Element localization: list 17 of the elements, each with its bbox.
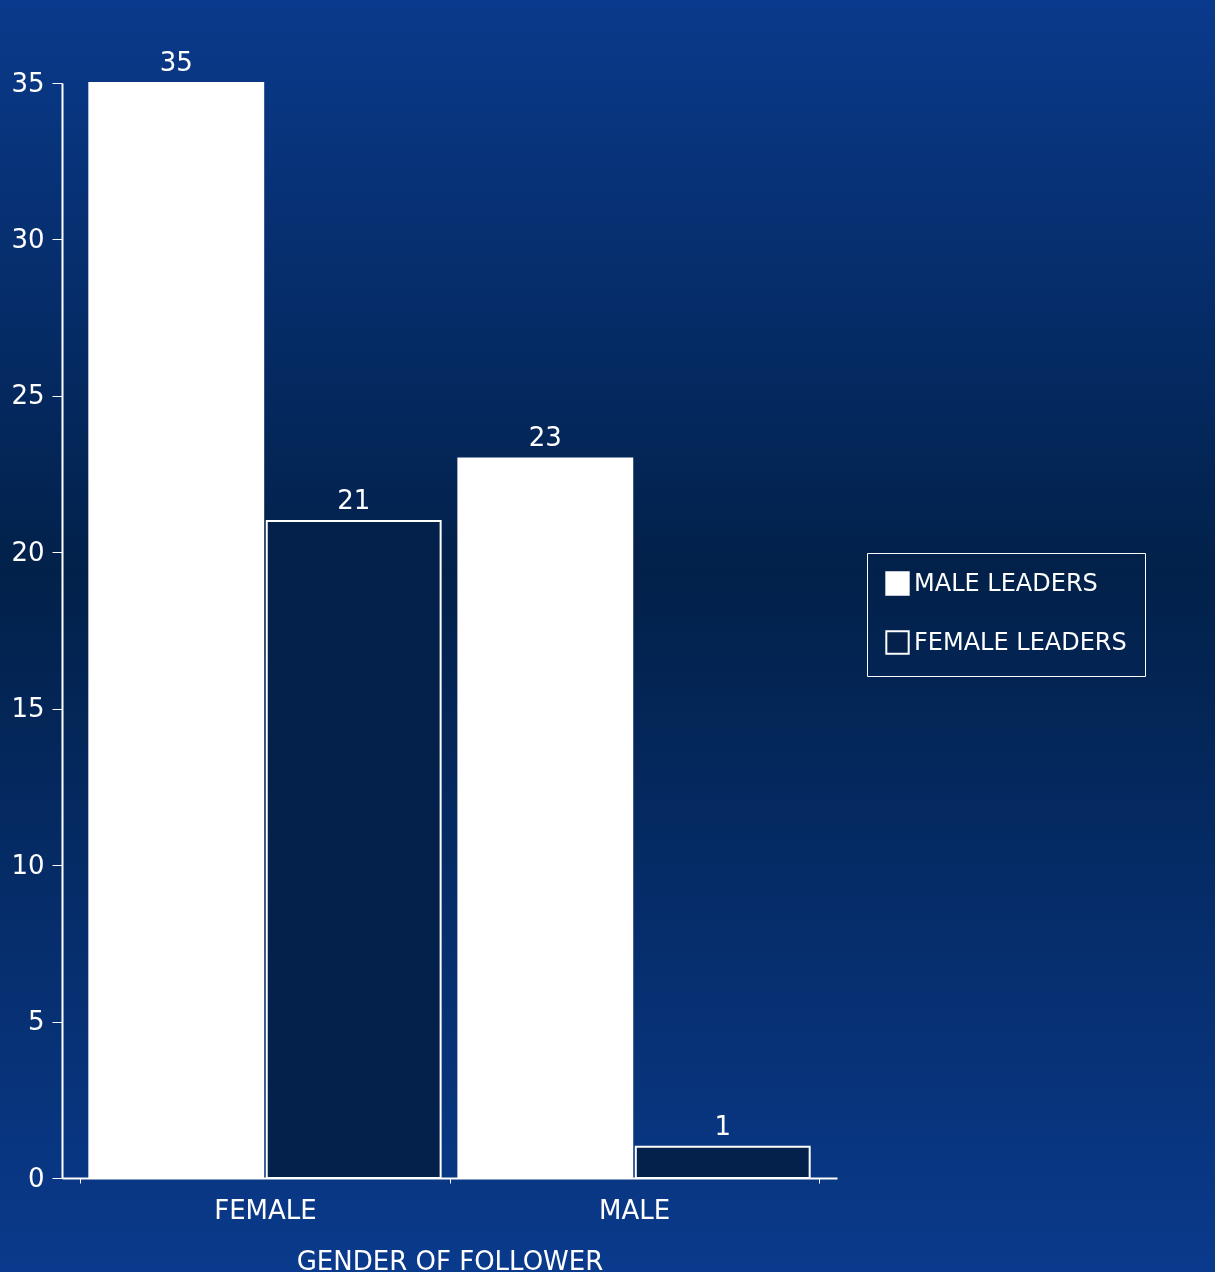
y-tick-label: 30 (11, 223, 45, 254)
y-tick-label: 0 (27, 1162, 45, 1193)
y-tick-label: 35 (11, 67, 45, 98)
data-label: 35 (159, 47, 193, 77)
x-axis-title: GENDER OF FOLLOWER (296, 1245, 604, 1272)
x-tick-label: MALE (598, 1194, 671, 1225)
legend-label: FEMALE LEADERS (914, 627, 1127, 656)
data-label: 1 (714, 1110, 732, 1141)
y-tick-label: 25 (11, 380, 45, 411)
legend-label: MALE LEADERS (914, 568, 1098, 597)
x-tick-label: FEMALE (214, 1194, 317, 1225)
data-label: 23 (528, 422, 562, 453)
y-tick-label: 10 (11, 849, 45, 880)
data-label: 21 (337, 485, 371, 515)
y-tick-label: 5 (27, 1006, 45, 1037)
y-tick-label: 15 (11, 693, 45, 724)
y-tick-label: 20 (11, 536, 45, 567)
